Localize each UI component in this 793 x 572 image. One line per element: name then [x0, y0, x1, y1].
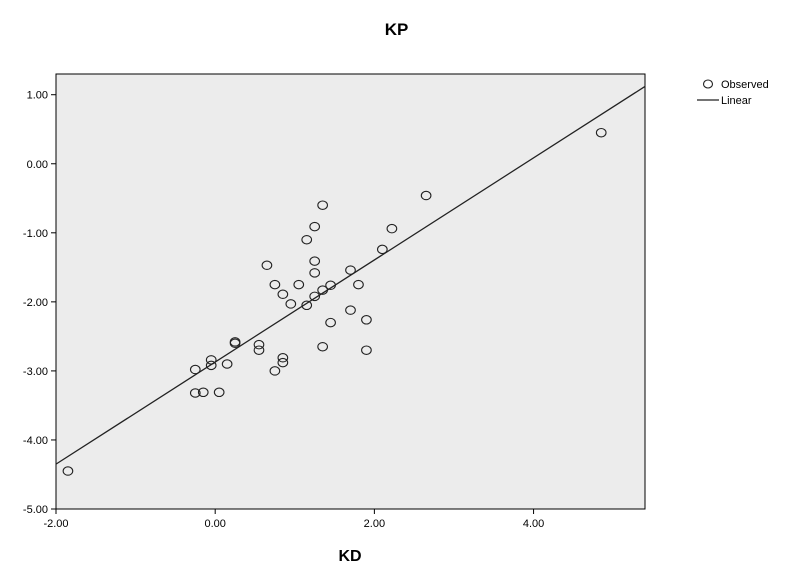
data-point [317, 341, 328, 352]
data-point [277, 357, 289, 368]
data-point [189, 388, 201, 398]
data-point [420, 190, 432, 201]
data-point [317, 285, 328, 295]
data-point [317, 200, 328, 210]
data-point [277, 289, 289, 300]
data-point [595, 127, 607, 138]
data-point [376, 244, 388, 255]
plot-area [55, 73, 646, 510]
data-point [325, 280, 336, 291]
data-point [309, 221, 321, 232]
x-tick-label: 4.00 [523, 518, 544, 530]
data-point [269, 366, 281, 376]
data-point [309, 268, 321, 278]
data-point [213, 387, 225, 398]
data-point [386, 223, 398, 234]
y-tick-label: -2.00 [23, 297, 48, 309]
data-point [309, 256, 321, 266]
data-point [309, 291, 321, 302]
data-point [253, 339, 265, 350]
data-point [205, 360, 217, 371]
data-point [189, 364, 201, 375]
data-point [301, 300, 313, 311]
y-tick-label: -4.00 [23, 435, 48, 447]
legend-observed-label: Observed [721, 79, 769, 91]
data-point [62, 466, 74, 476]
data-point [277, 353, 289, 363]
y-tick-label: -5.00 [23, 504, 48, 516]
legend-linear-label: Linear [721, 95, 752, 107]
data-point [301, 234, 313, 245]
y-tick-label: -1.00 [23, 228, 48, 240]
x-tick-label: 0.00 [204, 518, 225, 530]
data-point [293, 279, 305, 290]
x-tick-label: 2.00 [364, 518, 385, 530]
data-point [205, 355, 217, 365]
data-point [229, 338, 241, 349]
data-point [345, 305, 356, 315]
data-point [361, 315, 372, 325]
x-tick-label: -2.00 [43, 518, 68, 530]
linear-fit-line [55, 85, 646, 465]
data-point [261, 260, 273, 271]
y-tick-label: 0.00 [27, 159, 48, 171]
y-tick-label: -3.00 [23, 366, 48, 378]
data-point [221, 359, 233, 369]
x-axis-label: KD [338, 548, 362, 565]
data-point [361, 345, 372, 355]
data-point [285, 299, 297, 309]
y-tick-label: 1.00 [27, 90, 48, 102]
legend-observed-marker [702, 79, 714, 89]
data-point [325, 317, 336, 328]
data-point [197, 387, 209, 398]
data-point [353, 279, 364, 290]
data-point [269, 279, 281, 290]
data-point [345, 265, 356, 275]
chart-title: KP [384, 20, 409, 39]
data-point [253, 345, 265, 355]
